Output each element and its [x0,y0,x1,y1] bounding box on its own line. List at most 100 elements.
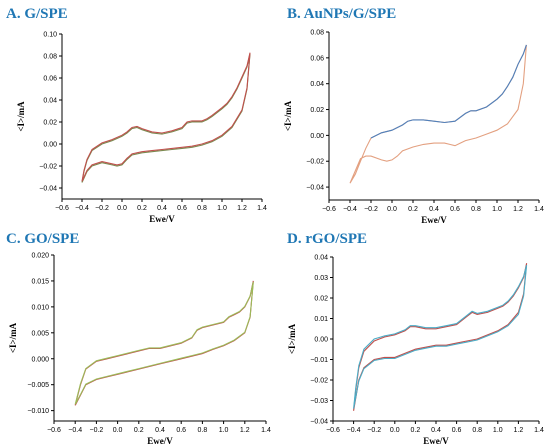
x-axis-title: Ewe/V [423,436,449,446]
y-axis-title: <I>/mA [8,322,18,353]
y-tick-label: 0.01 [314,316,328,323]
x-tick-label: 0.6 [452,427,462,434]
y-tick-label: 0.010 [31,304,49,311]
x-axis-title: Ewe/V [421,215,447,225]
x-tick-label: −0.4 [75,205,89,212]
x-tick-label: 1.4 [534,206,544,213]
panel-a: A. G/SPE −0.6 −0.4 −0.2 0.0 0.2 0.4 0.6 0.8 1.0 1… [0,0,275,225]
y-tick-label: −0.010 [27,408,49,415]
x-tick-label: 1.4 [534,427,544,434]
x-tick-label: 1.0 [493,427,503,434]
y-tick-label: 0.015 [31,278,49,285]
x-tick-label: 0.6 [176,427,186,434]
x-tick-label: 0.2 [411,427,421,434]
panel-b-title: B. AuNPs/G/SPE [287,6,397,22]
y-tick-label: 0.02 [43,120,57,127]
cv-curve-2 [370,44,527,139]
y-axis-title: <I>/mA [16,101,26,132]
x-tick-label: 0.6 [177,205,187,212]
y-tick-label: −0.01 [310,357,328,364]
x-tick-label: 0.0 [387,206,397,213]
x-tick-label: 0.8 [197,205,207,212]
y-tick-label: 0.02 [314,296,328,303]
x-tick-label: 1.0 [219,427,229,434]
y-tick-label: 0.08 [43,54,57,61]
y-tick-label: 0.005 [31,330,49,337]
x-tick-label: −0.4 [347,427,361,434]
y-tick-label: −0.04 [306,185,324,192]
y-tick-label: 0.020 [31,253,49,260]
y-tick-label: 0.08 [310,30,324,37]
x-axis-title: Ewe/V [149,214,175,224]
y-tick-label: −0.005 [27,382,49,389]
panel-a-chart: −0.6 −0.4 −0.2 0.0 0.2 0.4 0.6 0.8 1.0 1.2 1.4 −0.0… [16,32,267,225]
y-tick-label: 0.04 [314,255,328,262]
y-tick-label: 0.02 [310,107,324,114]
y-tick-label: −0.02 [39,164,57,171]
x-tick-label: 1.4 [261,427,271,434]
x-tick-label: −0.2 [367,427,381,434]
x-tick-label: 0.6 [450,206,460,213]
y-tick-label: 0.06 [310,55,324,62]
cv-curve-1 [353,263,528,411]
x-tick-label: 1.2 [513,206,523,213]
x-tick-label: 0.8 [198,427,208,434]
x-axis-title: Ewe/V [147,436,173,446]
y-tick-label: −0.04 [310,419,328,426]
x-tick-label: 0.2 [408,206,418,213]
x-tick-label: −0.6 [322,206,336,213]
x-tick-label: −0.4 [343,206,357,213]
panel-d: D. rGO/SPE −0.6 −0.4 −0.2 0.0 0.2 0.4 0.6 0.8 1.… [275,225,550,447]
y-tick-label: 0.03 [314,275,328,282]
panel-b-chart: −0.6 −0.4 −0.2 0.0 0.2 0.4 0.6 0.8 1.0 1.2 1.4 −0.0… [283,30,544,226]
x-tick-label: 1.0 [217,205,227,212]
x-tick-label: 1.2 [514,427,524,434]
cv-curve-2 [74,281,254,405]
y-tick-label: −0.04 [39,186,57,193]
y-tick-label: 0.04 [310,81,324,88]
y-axis-title: <I>/mA [287,323,297,354]
cv-curve-1 [74,280,254,406]
y-tick-label: 0.00 [314,337,328,344]
panel-c-title: C. GO/SPE [6,231,80,247]
y-axis-title: <I>/mA [283,100,293,131]
x-tick-label: 0.2 [137,205,147,212]
x-tick-label: 0.8 [472,427,482,434]
x-tick-label: 0.2 [134,427,144,434]
y-tick-label: 0.06 [43,76,57,83]
cv-curve-2 [353,265,528,409]
y-tick-label: 0.00 [43,142,57,149]
x-tick-label: −0.6 [326,427,340,434]
x-tick-label: −0.2 [95,205,109,212]
x-tick-label: 0.4 [429,206,439,213]
x-tick-label: 0.8 [471,206,481,213]
x-tick-label: −0.6 [55,205,69,212]
x-tick-label: 0.4 [431,427,441,434]
cv-curve-2 [81,52,251,182]
y-tick-label: −0.02 [306,159,324,166]
y-tick-label: 0.04 [43,98,57,105]
x-tick-label: 1.4 [257,205,267,212]
x-tick-label: 1.0 [492,206,502,213]
panel-a-title: A. G/SPE [6,6,68,22]
panel-c-chart: −0.6 −0.4 −0.2 0.0 0.2 0.4 0.6 0.8 1.0 1.2 1.4 −0.0… [8,253,271,447]
cv-curve-1 [349,44,527,184]
panel-d-chart: −0.6 −0.4 −0.2 0.0 0.2 0.4 0.6 0.8 1.0 1.2 1.4 −0.0… [287,255,544,447]
x-tick-label: 0.0 [390,427,400,434]
x-tick-label: 1.2 [240,427,250,434]
panel-b: B. AuNPs/G/SPE −0.6 −0.4 −0.2 0.0 0.2 0.4 0.6 0… [275,0,550,225]
y-tick-label: −0.03 [310,398,328,405]
x-tick-label: −0.2 [89,427,103,434]
y-tick-label: 0.00 [310,133,324,140]
x-tick-label: −0.6 [47,427,61,434]
x-tick-label: 0.0 [117,205,127,212]
x-tick-label: 0.4 [157,205,167,212]
panel-c: C. GO/SPE −0.6 −0.4 −0.2 0.0 0.2 0.4 0.6 0.8 1.0… [0,225,275,447]
x-tick-label: 1.2 [237,205,247,212]
x-tick-label: −0.4 [68,427,82,434]
x-tick-label: 0.4 [155,427,165,434]
x-tick-label: 0.0 [113,427,123,434]
y-tick-label: 0.10 [43,32,57,39]
y-tick-label: 0.000 [31,356,49,363]
y-tick-label: −0.02 [310,378,328,385]
